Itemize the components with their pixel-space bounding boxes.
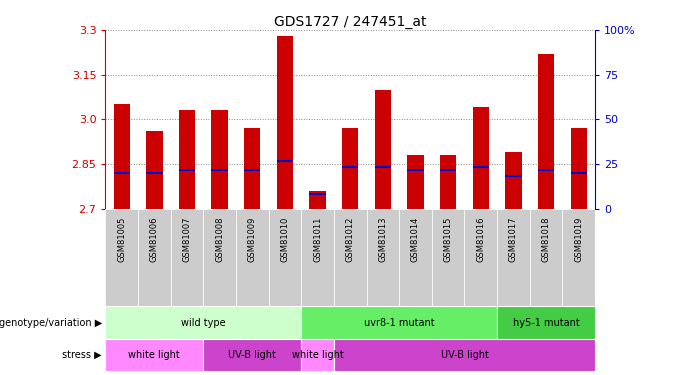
Bar: [179, 169, 195, 171]
Bar: [301, 339, 334, 371]
Bar: [334, 209, 367, 306]
Bar: [497, 209, 530, 306]
Bar: [505, 152, 522, 209]
Text: wild type: wild type: [181, 318, 226, 327]
Text: GSM81008: GSM81008: [215, 216, 224, 262]
Bar: [105, 339, 203, 371]
Bar: [309, 191, 326, 209]
Bar: [407, 155, 424, 209]
Text: genotype/variation ▶: genotype/variation ▶: [0, 318, 102, 327]
Bar: [146, 172, 163, 174]
Text: GSM81013: GSM81013: [378, 216, 388, 262]
Bar: [309, 193, 326, 195]
Bar: [211, 169, 228, 171]
Text: GSM81015: GSM81015: [443, 216, 453, 262]
Text: GSM81016: GSM81016: [476, 216, 486, 262]
Title: GDS1727 / 247451_at: GDS1727 / 247451_at: [274, 15, 426, 29]
Text: stress ▶: stress ▶: [63, 350, 102, 360]
Text: GSM81009: GSM81009: [248, 216, 257, 262]
Text: GSM81011: GSM81011: [313, 216, 322, 262]
Text: hy5-1 mutant: hy5-1 mutant: [513, 318, 579, 327]
Bar: [105, 306, 301, 339]
Bar: [432, 209, 464, 306]
Bar: [367, 209, 399, 306]
Text: UV-B light: UV-B light: [228, 350, 276, 360]
Text: GSM81006: GSM81006: [150, 216, 159, 262]
Bar: [203, 209, 236, 306]
Bar: [236, 209, 269, 306]
Bar: [440, 169, 456, 171]
Bar: [342, 166, 358, 168]
Bar: [497, 306, 595, 339]
Bar: [277, 160, 293, 162]
Text: GSM81012: GSM81012: [345, 216, 355, 262]
Bar: [464, 209, 497, 306]
Bar: [473, 108, 489, 209]
Bar: [440, 155, 456, 209]
Text: UV-B light: UV-B light: [441, 350, 488, 360]
Bar: [114, 172, 130, 174]
Bar: [244, 128, 260, 209]
Bar: [269, 209, 301, 306]
Bar: [105, 209, 138, 306]
Bar: [211, 110, 228, 209]
Bar: [334, 339, 595, 371]
Bar: [562, 209, 595, 306]
Bar: [203, 339, 301, 371]
Text: GSM81005: GSM81005: [117, 216, 126, 262]
Bar: [114, 105, 130, 209]
Bar: [571, 172, 587, 174]
Bar: [407, 169, 424, 171]
Bar: [505, 175, 522, 177]
Bar: [375, 166, 391, 168]
Text: GSM81018: GSM81018: [541, 216, 551, 262]
Bar: [171, 209, 203, 306]
Text: GSM81014: GSM81014: [411, 216, 420, 262]
Bar: [138, 209, 171, 306]
Bar: [244, 169, 260, 171]
Bar: [342, 128, 358, 209]
Text: GSM81007: GSM81007: [182, 216, 192, 262]
Bar: [179, 110, 195, 209]
Bar: [530, 209, 562, 306]
Bar: [538, 54, 554, 209]
Bar: [399, 209, 432, 306]
Bar: [146, 131, 163, 209]
Text: white light: white light: [292, 350, 343, 360]
Text: GSM81010: GSM81010: [280, 216, 290, 262]
Text: white light: white light: [129, 350, 180, 360]
Bar: [375, 90, 391, 209]
Text: GSM81017: GSM81017: [509, 216, 518, 262]
Text: GSM81019: GSM81019: [574, 216, 583, 262]
Bar: [571, 128, 587, 209]
Bar: [538, 169, 554, 171]
Bar: [301, 306, 497, 339]
Bar: [301, 209, 334, 306]
Bar: [473, 166, 489, 168]
Text: uvr8-1 mutant: uvr8-1 mutant: [364, 318, 435, 327]
Bar: [277, 36, 293, 209]
